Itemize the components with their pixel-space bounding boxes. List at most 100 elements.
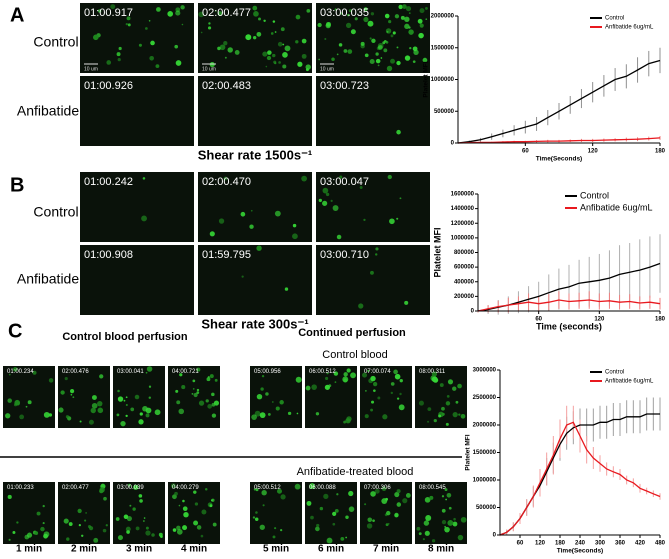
platelet-spot [364,53,369,58]
platelet-spot [106,60,112,65]
platelet-spot [265,392,269,396]
platelet-spot [448,506,452,510]
x-axis-title: Time (seconds) [536,321,602,331]
platelet-spot [322,200,328,206]
platelet-spot [224,56,227,59]
platelet-spot [125,414,128,417]
micrograph [316,76,430,146]
timestamp: 02:00.476 [62,369,89,375]
platelet-spot [441,495,445,498]
platelet-spot [445,401,451,406]
platelet-spot [292,233,298,240]
platelet-spot [385,41,389,44]
platelet-spot [396,46,399,49]
platelet-spot [394,14,400,19]
platelet-spot [8,538,11,541]
platelet-spot [182,499,185,503]
platelet-spot [444,526,450,533]
platelet-spot [444,488,448,492]
platelet-spot [217,11,223,16]
platelet-spot [193,392,198,398]
platelet-spot [389,218,395,225]
platelet-spot [249,224,254,229]
micrograph [415,482,467,544]
y-tick-label: 400000 [454,279,475,285]
platelet-spot [260,387,264,391]
platelet-spot [424,497,431,503]
platelet-spot [457,383,462,389]
platelet-spot [408,12,411,15]
timestamp: 03:00.035 [320,7,369,19]
platelet-spot [181,385,186,390]
platelet-spot [396,397,400,400]
y-tick-label: 500000 [476,505,497,511]
platelet-spot [315,526,320,532]
platelet-spot [444,525,447,528]
platelet-spot [446,492,452,498]
platelet-spot [409,46,412,50]
platelet-spot [133,484,139,490]
platelet-spot [42,504,45,508]
y-axis-title: Platelet MFI [423,61,430,97]
panel-label: A [10,4,24,26]
platelet-spot [72,396,75,399]
platelet-spot [192,379,196,383]
platelet-spot [115,517,120,521]
platelet-spot [192,388,195,390]
platelet-spot [102,528,107,533]
timestamp: 05:00.956 [254,369,281,375]
platelet-spot [19,414,25,420]
platelet-spot [408,26,411,29]
platelet-spot [138,494,143,498]
y-tick-label: 0 [451,141,455,147]
platelet-spot [176,525,181,531]
legend-label: Anfibatide 6ug/mL [605,25,654,31]
platelet-spot [99,374,104,379]
platelet-spot [99,487,105,493]
platelet-spot [181,23,184,26]
platelet-spot [371,400,375,404]
platelet-spot [348,9,352,13]
y-tick-label: 1400000 [451,206,475,212]
platelet-spot [126,530,130,534]
platelet-spot [295,376,302,383]
platelet-spot [343,372,348,377]
platelet-spot [193,490,197,494]
y-tick-label: 0 [493,533,497,539]
legend-label: Control [605,370,624,376]
platelet-spot [63,518,69,524]
platelet-spot [126,516,132,522]
platelet-spot [367,517,373,523]
row-label: Control [33,34,78,50]
timestamp: 03:00.041 [117,369,144,375]
timestamp: 02:00.477 [62,485,89,491]
caption: Shear rate 300s⁻¹ [201,316,308,331]
platelet-spot [263,19,266,23]
platelet-spot [408,29,414,35]
platelet-spot [148,396,152,399]
platelet-spot [423,520,430,526]
platelet-spot [427,420,430,423]
platelet-spot [42,522,45,525]
platelet-spot [396,502,402,507]
platelet-spot [125,403,128,407]
platelet-spot [347,49,353,54]
timestamp: 01:00.233 [7,485,34,491]
platelet-spot [336,493,339,496]
platelet-spot [432,377,439,383]
platelet-spot [81,534,84,537]
platelet-spot [441,508,446,513]
platelet-spot [7,494,12,500]
platelet-spot [377,64,380,67]
platelet-spot [362,372,368,378]
platelet-spot [200,534,204,538]
platelet-spot [453,517,456,521]
timestamp: 03:00.710 [320,249,369,261]
timestamp: 06:00.512 [309,369,336,375]
platelet-spot [404,55,411,61]
platelet-spot [427,407,432,412]
platelet-spot [400,15,405,20]
platelet-spot [117,57,121,62]
platelet-spot [370,408,374,412]
platelet-spot [179,373,183,377]
